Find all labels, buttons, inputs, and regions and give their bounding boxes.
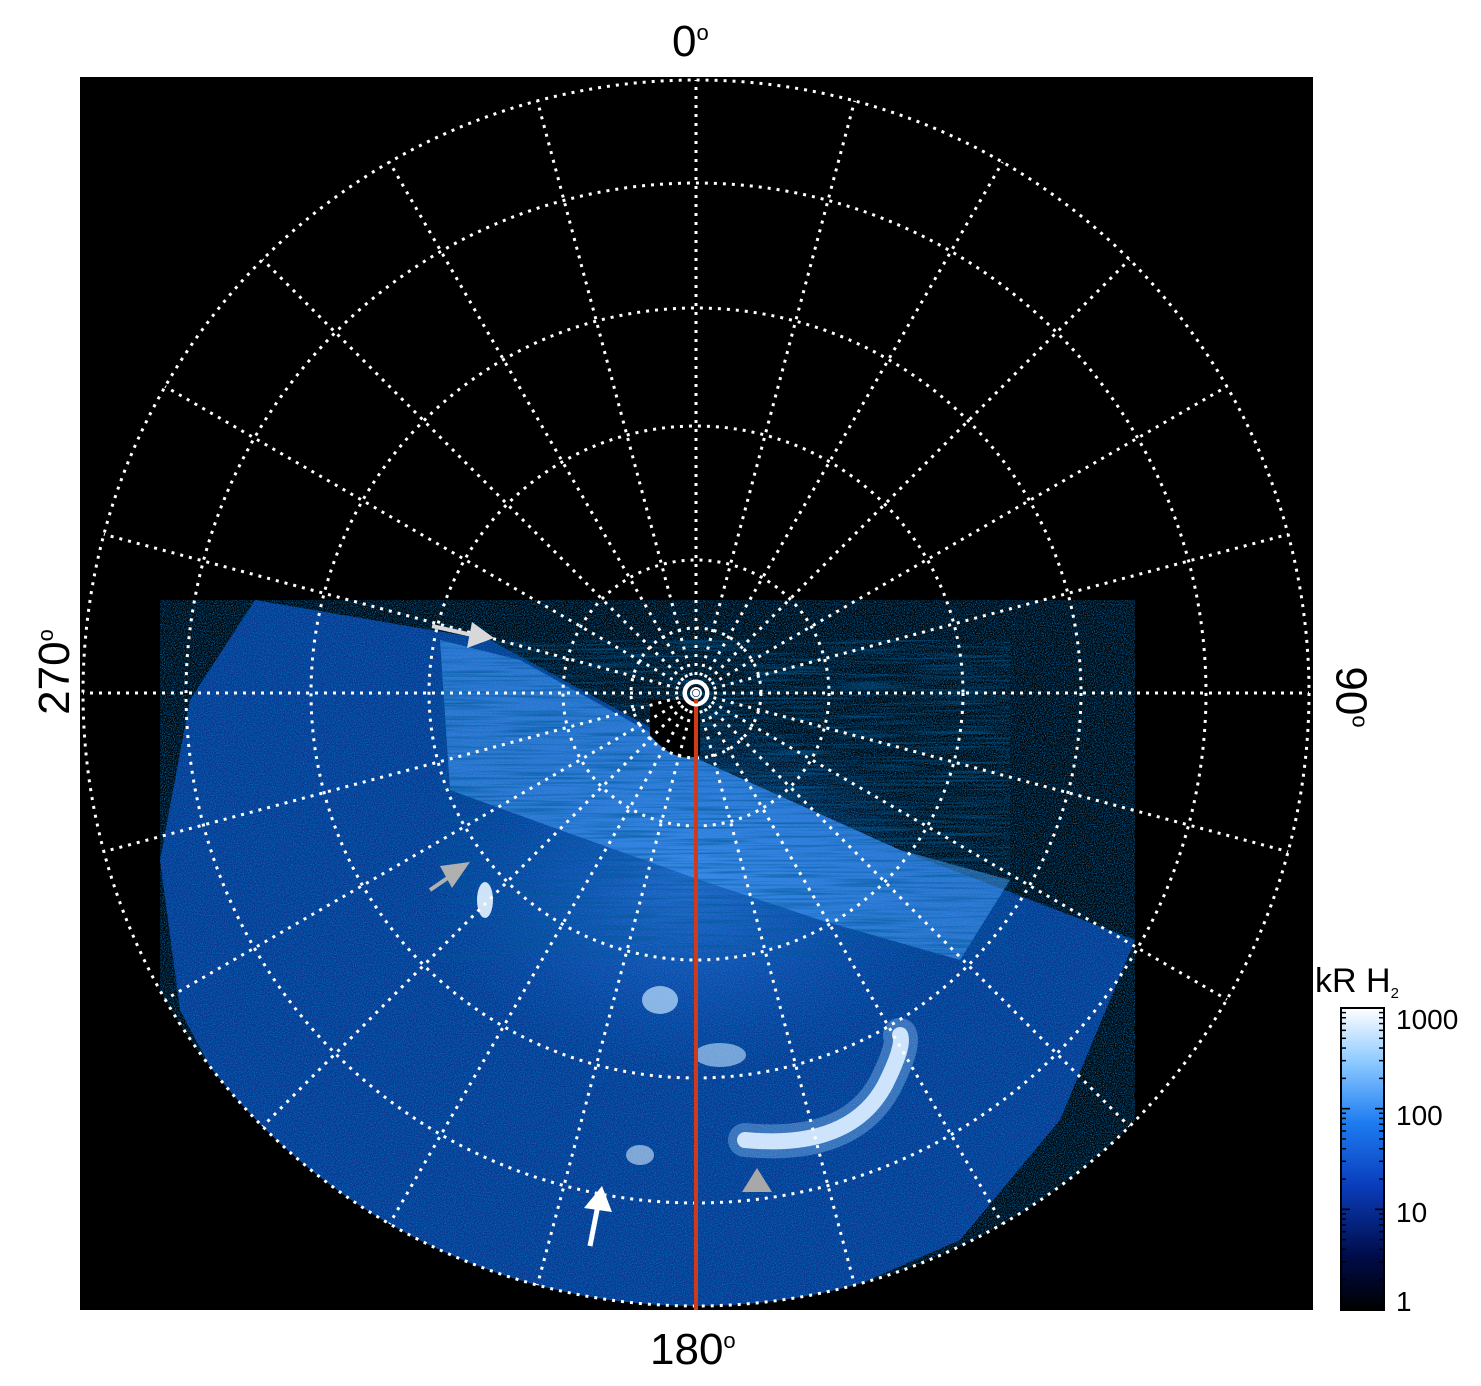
longitude-line bbox=[103, 532, 697, 695]
colorbar-gradient bbox=[1340, 1007, 1385, 1311]
gray-arrow-bottom-icon bbox=[742, 1168, 772, 1192]
pole-marker bbox=[682, 679, 710, 707]
gray-arrow-left-icon bbox=[428, 862, 470, 892]
aurora-spot bbox=[642, 986, 678, 1014]
angle-label-180: 180o bbox=[650, 1325, 736, 1374]
colorbar-tick-label: 10 bbox=[1396, 1197, 1428, 1228]
white-arrow-bottom-icon bbox=[584, 1186, 612, 1247]
longitude-line bbox=[694, 691, 1131, 1128]
aurora-spot bbox=[626, 1145, 654, 1165]
latitude-circle bbox=[427, 424, 965, 962]
colorbar-tick-label: 100 bbox=[1396, 1100, 1443, 1131]
longitude-line bbox=[694, 692, 1004, 1225]
colorbar-tick-label: 1 bbox=[1396, 1286, 1412, 1317]
aurora-bright-arc-glow bbox=[728, 1018, 918, 1159]
angle-label-0: 0o bbox=[672, 17, 709, 66]
angle-label-90: 90o bbox=[1326, 666, 1376, 728]
longitude-line bbox=[164, 691, 697, 1001]
longitude-line bbox=[164, 385, 697, 695]
aurora-bright-arc bbox=[737, 1027, 909, 1150]
colorbar-tick-label: 1000 bbox=[1396, 1004, 1459, 1035]
terminator-notch bbox=[650, 700, 700, 758]
angle-label-270: 270o bbox=[29, 629, 79, 715]
longitude-line bbox=[695, 385, 1228, 695]
longitude-line bbox=[694, 100, 857, 694]
longitude-line bbox=[695, 532, 1289, 695]
colorbar-ticks bbox=[1341, 1007, 1384, 1311]
longitude-line bbox=[388, 692, 698, 1225]
longitude-line bbox=[103, 691, 697, 854]
longitude-line bbox=[261, 691, 698, 1128]
longitude-line bbox=[535, 692, 698, 1286]
polar-grid bbox=[81, 78, 1311, 1308]
longitude-line bbox=[695, 691, 1228, 1001]
longitude-line bbox=[388, 161, 698, 694]
longitude-line bbox=[261, 258, 698, 695]
colorbar-title: kR H2 bbox=[1315, 962, 1399, 1002]
longitude-line bbox=[535, 100, 698, 694]
longitude-line bbox=[694, 258, 1131, 695]
white-arrow-top-icon bbox=[431, 622, 494, 648]
aurora-spot bbox=[477, 882, 493, 918]
longitude-line bbox=[695, 691, 1289, 854]
longitude-line bbox=[694, 161, 1004, 694]
longitude-line bbox=[694, 692, 857, 1286]
colorbar bbox=[1340, 1007, 1385, 1311]
aurora-spot bbox=[694, 1043, 746, 1067]
